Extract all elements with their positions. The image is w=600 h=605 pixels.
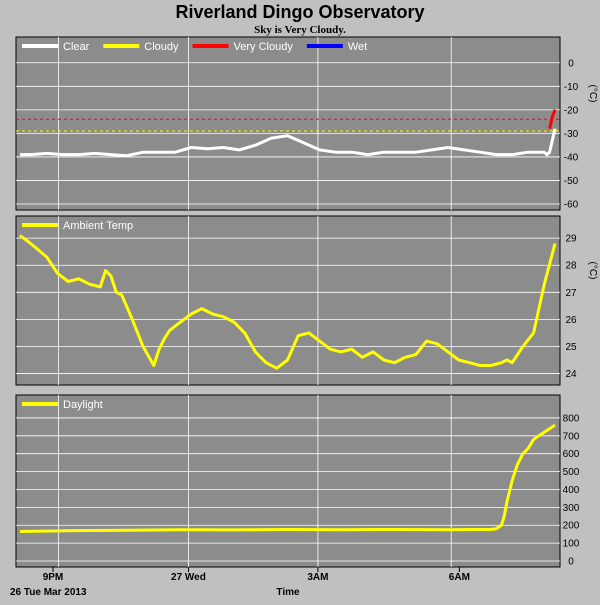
series-line-very-cloudy bbox=[548, 109, 557, 130]
y-tick-label: 400 bbox=[563, 485, 580, 496]
y-tick-label: -40 bbox=[564, 152, 579, 163]
y-tick-label: -20 bbox=[564, 105, 579, 116]
y-axis-label: (°C) bbox=[587, 262, 598, 280]
legend-label: Very Cloudy bbox=[234, 41, 294, 53]
legend-label: Daylight bbox=[63, 399, 103, 411]
x-tick-label: 9PM bbox=[43, 572, 64, 583]
y-tick-label: 25 bbox=[565, 342, 577, 353]
x-start-date-label: 26 Tue Mar 2013 bbox=[10, 587, 87, 598]
x-tick-label: 3AM bbox=[307, 572, 328, 583]
y-tick-label: -60 bbox=[564, 200, 579, 211]
y-tick-label: 100 bbox=[563, 539, 580, 550]
y-tick-label: 300 bbox=[563, 503, 580, 514]
x-axis-label: Time bbox=[276, 587, 300, 598]
y-tick-label: 200 bbox=[563, 521, 580, 532]
legend-label: Wet bbox=[348, 41, 367, 53]
legend-label: Cloudy bbox=[144, 41, 179, 53]
y-tick-label: -30 bbox=[564, 129, 579, 140]
legend-label: Clear bbox=[63, 41, 90, 53]
series-line-clear bbox=[20, 128, 557, 158]
y-tick-label: 27 bbox=[565, 288, 577, 299]
y-tick-label: -50 bbox=[564, 176, 579, 187]
y-tick-label: 500 bbox=[563, 467, 580, 478]
series-line-daylight bbox=[19, 423, 556, 533]
panel-background bbox=[15, 36, 561, 211]
y-tick-label: 24 bbox=[565, 369, 577, 380]
y-tick-label: 0 bbox=[568, 58, 574, 69]
y-tick-label: 29 bbox=[565, 234, 577, 245]
panels: 0 -10 -20 -30 -40 -50 -60 (°C) Clear Cloudy Very C… bbox=[15, 36, 598, 568]
y-tick-label: 26 bbox=[565, 315, 577, 326]
panel-2: 29 28 27 26 25 24 (°C) Ambient Temp bbox=[15, 215, 598, 386]
chart-title: Riverland Dingo Observatory bbox=[175, 2, 424, 22]
panel-3: 800 700 600 500 400 300 200 100 0 Daylight bbox=[15, 394, 580, 568]
legend-label: Ambient Temp bbox=[63, 220, 133, 232]
x-tick-label: 27 Wed bbox=[171, 572, 206, 583]
y-tick-label: 0 bbox=[568, 557, 574, 568]
y-tick-label: -10 bbox=[564, 82, 579, 93]
y-axis-label: (°C) bbox=[587, 85, 598, 103]
panel-background bbox=[15, 394, 561, 568]
y-tick-label: 28 bbox=[565, 261, 577, 272]
x-tick-label: 6AM bbox=[449, 572, 470, 583]
y-tick-label: 800 bbox=[563, 413, 580, 424]
chart-subtitle: Sky is Very Cloudy. bbox=[254, 24, 346, 36]
x-axis: 9PM 27 Wed 3AM 6AM bbox=[43, 567, 470, 583]
series-line-ambient-temp bbox=[19, 234, 557, 370]
panel-1: 0 -10 -20 -30 -40 -50 -60 (°C) Clear Cloudy Very C… bbox=[15, 36, 598, 211]
y-tick-label: 700 bbox=[563, 431, 580, 442]
y-tick-label: 600 bbox=[563, 449, 580, 460]
